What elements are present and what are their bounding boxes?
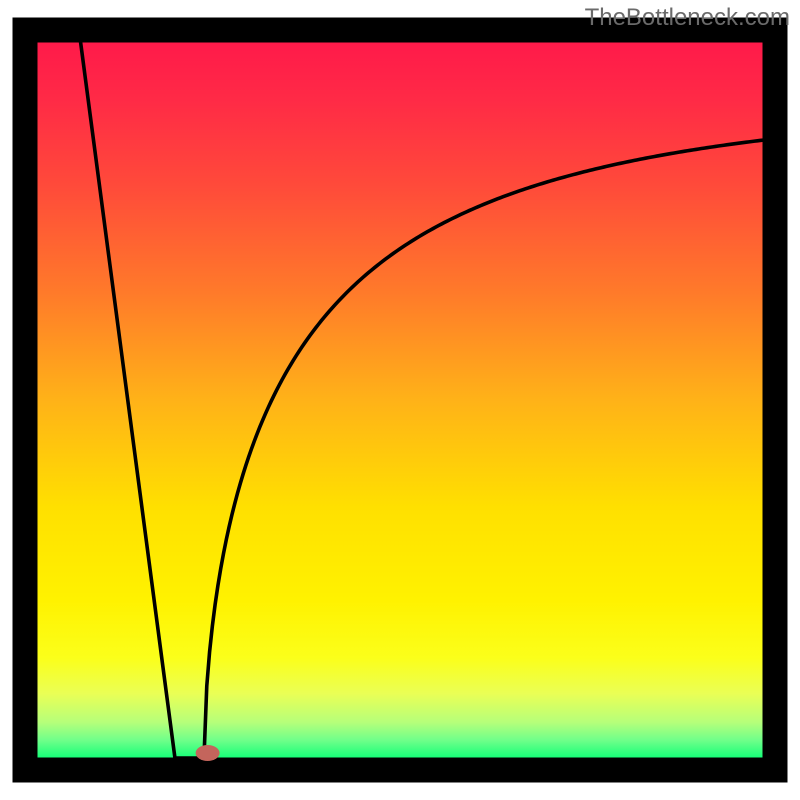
watermark-text: TheBottleneck.com — [585, 4, 790, 32]
plot-background — [37, 42, 763, 758]
optimal-point-marker — [196, 745, 220, 761]
